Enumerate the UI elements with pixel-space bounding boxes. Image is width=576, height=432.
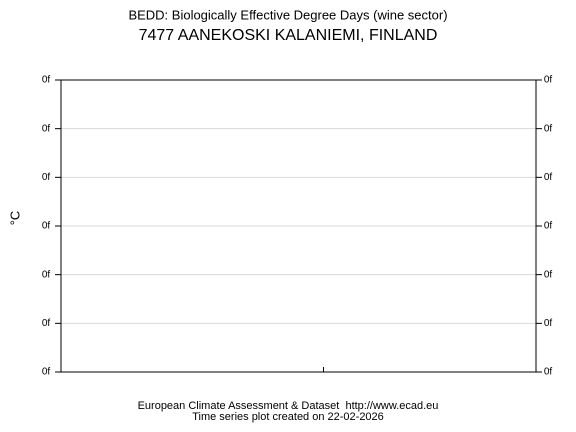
y2-tick-label: 0f xyxy=(544,172,553,183)
y-tick-label: 0f xyxy=(42,75,51,86)
chart-subtitle: 7477 AANEKOSKI KALANIEMI, FINLAND xyxy=(139,27,438,44)
y-tick-label: 0f xyxy=(42,172,51,183)
y2-tick-label: 0f xyxy=(544,318,553,329)
y-axis-label: °C xyxy=(7,211,22,226)
plot-frame xyxy=(60,79,537,373)
y-tick-label: 0f xyxy=(42,221,51,232)
footer: Time series plot created on 22-02-2026 xyxy=(192,411,384,423)
y2-tick-label: 0f xyxy=(544,269,553,280)
chart-title: BEDD: Biologically Effective Degree Days… xyxy=(128,7,447,22)
y2-tick-label: 0f xyxy=(544,221,553,232)
y-tick-label: 0f xyxy=(42,269,51,280)
y-tick-label: 0f xyxy=(42,367,51,378)
y-tick-label: 0f xyxy=(42,318,51,329)
y2-tick-label: 0f xyxy=(544,123,553,134)
y2-tick-label: 0f xyxy=(544,367,553,378)
y-tick-label: 0f xyxy=(42,123,51,134)
footer: European Climate Assessment & Dataset ht… xyxy=(138,400,439,412)
y2-tick-label: 0f xyxy=(544,75,553,86)
